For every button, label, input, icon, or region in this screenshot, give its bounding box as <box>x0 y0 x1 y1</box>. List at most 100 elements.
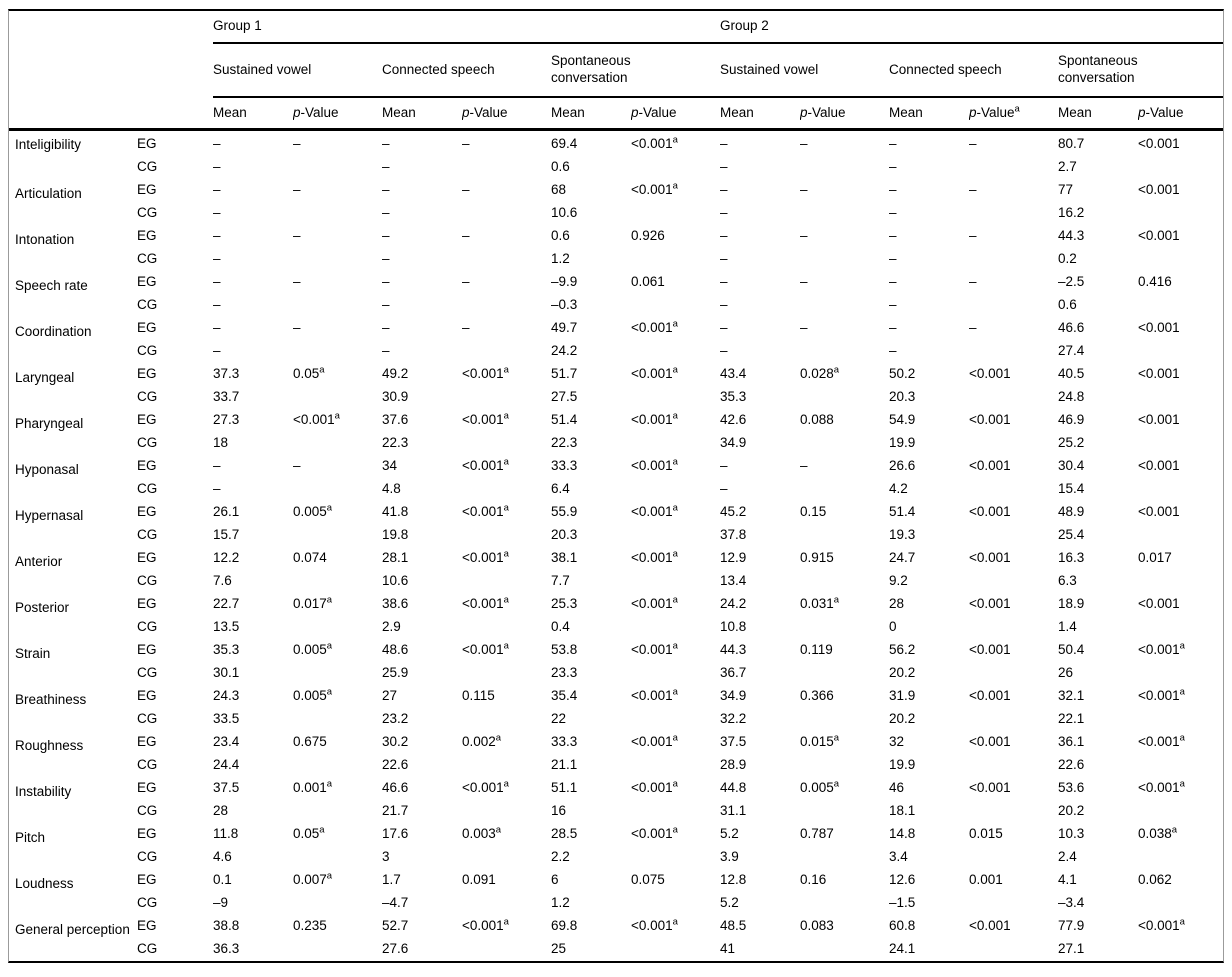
mean-cell: 22.6 <box>382 757 409 773</box>
pvalue-cell <box>800 754 889 777</box>
mean-cell: 22.7 <box>213 596 240 612</box>
pvalue-cell: – <box>800 182 808 198</box>
pvalue-cell <box>631 386 720 409</box>
condition-header: Connected speech <box>382 43 551 98</box>
mean-cell: 20.3 <box>551 527 578 543</box>
subgroup-label-eg: EG <box>137 596 157 612</box>
mean-cell: 37.5 <box>720 734 747 750</box>
pvalue-cell: 0.002a <box>462 732 502 750</box>
table-row: Intonation EG – – – – 0.6 0.926 – – – – 44.3 <0.001 <box>9 225 1223 248</box>
pvalue-cell <box>1138 846 1223 869</box>
mean-cell: 32.1 <box>1058 688 1085 704</box>
pvalue-cell: <0.001a <box>631 916 678 934</box>
parameter-label: General perception <box>15 922 130 937</box>
mean-cell: 3 <box>382 849 390 865</box>
pvalue-cell: 0.115 <box>462 688 495 704</box>
pvalue-cell: <0.001a <box>462 502 509 520</box>
mean-cell: 27.4 <box>1058 343 1085 359</box>
condition-header: Spontaneous conversation <box>551 43 720 98</box>
pvalue-cell <box>631 662 720 685</box>
table-row: CG 24.4 22.6 21.1 28.9 19.9 22.6 <box>9 754 1223 777</box>
subgroup-label-eg: EG <box>137 872 157 888</box>
pvalue-cell: 0.074 <box>293 550 327 566</box>
pvalue-cell: 0.915 <box>800 550 834 566</box>
mean-cell: 30.2 <box>382 734 409 750</box>
pvalue-cell: <0.001 <box>1138 504 1180 520</box>
mean-cell: 12.9 <box>720 550 747 566</box>
mean-cell: 1.7 <box>382 872 401 888</box>
pvalue-cell <box>293 938 382 961</box>
mean-cell: – <box>889 343 897 359</box>
table-row: CG 36.3 27.6 25 41 24.1 27.1 <box>9 938 1223 961</box>
pvalue-cell <box>1138 202 1223 225</box>
mean-cell: – <box>213 274 221 290</box>
pvalue-cell: <0.001a <box>1138 732 1185 750</box>
table-row: Hypernasal EG 26.1 0.005a 41.8 <0.001a 55.9 <0.… <box>9 501 1223 524</box>
pvalue-cell <box>969 432 1058 455</box>
table-row: Pharyngeal EG 27.3 <0.001a 37.6 <0.001a 51.4 <0… <box>9 409 1223 432</box>
pvalue-cell <box>631 892 720 915</box>
mean-cell: 25.9 <box>382 665 409 681</box>
pvalue-column-header: p-Value <box>800 97 889 131</box>
mean-cell: 48.5 <box>720 918 747 934</box>
pvalue-cell <box>462 800 551 823</box>
pvalue-cell: – <box>293 182 301 198</box>
mean-cell: 6.4 <box>551 481 570 497</box>
mean-cell: – <box>889 159 897 175</box>
pvalue-cell <box>969 294 1058 317</box>
mean-cell: 3.9 <box>720 849 739 865</box>
mean-cell: 26.6 <box>889 458 916 474</box>
mean-cell: 27.1 <box>1058 941 1085 957</box>
mean-cell: 53.8 <box>551 642 578 658</box>
pvalue-cell <box>800 248 889 271</box>
pvalue-cell: <0.001a <box>462 594 509 612</box>
mean-cell: 30.4 <box>1058 458 1085 474</box>
pvalue-cell: <0.001 <box>1138 320 1180 336</box>
parameter-label: Laryngeal <box>15 370 75 385</box>
table-row: General perception EG 38.8 0.235 52.7 <0.001a… <box>9 915 1223 938</box>
mean-cell: 20.3 <box>889 389 916 405</box>
mean-cell: –9 <box>213 895 229 911</box>
pvalue-cell <box>293 662 382 685</box>
pvalue-cell <box>969 248 1058 271</box>
pvalue-cell: 0.005a <box>800 778 840 796</box>
subgroup-label-cg: CG <box>137 389 158 405</box>
mean-cell: 55.9 <box>551 504 578 520</box>
pvalue-cell: – <box>800 136 808 152</box>
parameter-label: Roughness <box>15 738 84 753</box>
pvalue-cell: <0.001 <box>969 366 1011 382</box>
mean-cell: 14.8 <box>889 826 916 842</box>
pvalue-cell: – <box>969 228 977 244</box>
mean-cell: 24.1 <box>889 941 916 957</box>
pvalue-cell: <0.001 <box>1138 182 1180 198</box>
pvalue-cell: 0.083 <box>800 918 834 934</box>
pvalue-cell: <0.001a <box>462 410 509 428</box>
pvalue-cell <box>969 524 1058 547</box>
mean-cell: 36.3 <box>213 941 240 957</box>
mean-cell: 22.3 <box>382 435 409 451</box>
pvalue-cell <box>800 386 889 409</box>
mean-cell: 26.1 <box>213 504 240 520</box>
mean-column-header: Mean <box>889 97 969 131</box>
pvalue-cell <box>800 938 889 961</box>
pvalue-column-header: p-Valuea <box>969 97 1058 131</box>
pvalue-cell <box>1138 386 1223 409</box>
table-row: CG – – –0.3 – – 0.6 <box>9 294 1223 317</box>
parameter-label: Instability <box>15 784 72 799</box>
mean-cell: 51.4 <box>551 412 578 428</box>
pvalue-cell <box>462 248 551 271</box>
mean-cell: 48.9 <box>1058 504 1085 520</box>
mean-cell: 24.8 <box>1058 389 1085 405</box>
pvalue-cell <box>462 294 551 317</box>
pvalue-cell: – <box>800 458 808 474</box>
pvalue-cell <box>800 340 889 363</box>
mean-cell: 33.5 <box>213 711 240 727</box>
pvalue-cell: <0.001a <box>631 180 678 198</box>
pvalue-cell: <0.001 <box>1138 366 1180 382</box>
subgroup-label-cg: CG <box>137 803 158 819</box>
pvalue-cell <box>969 616 1058 639</box>
mean-cell: – <box>889 251 897 267</box>
pvalue-cell: – <box>969 320 977 336</box>
mean-cell: – <box>720 205 728 221</box>
subgroup-label-eg: EG <box>137 182 157 198</box>
